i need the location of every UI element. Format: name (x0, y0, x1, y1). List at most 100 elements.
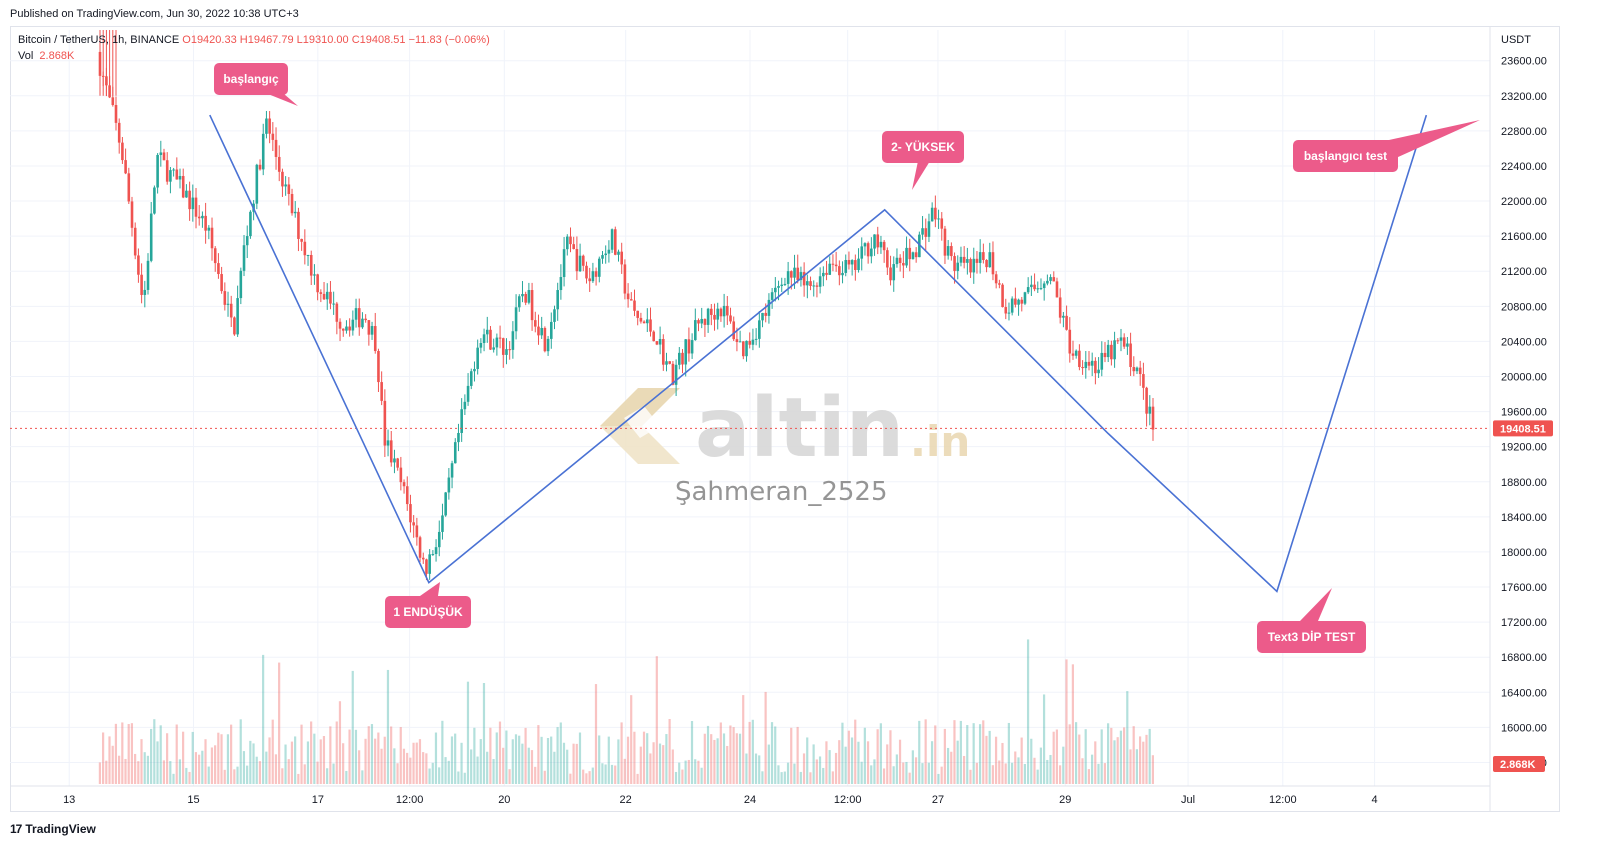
candle-body (738, 341, 742, 343)
symbol-legend[interactable]: Bitcoin / TetherUS, 1h, BINANCE O19420.3… (18, 34, 490, 46)
volume-legend[interactable]: Vol 2.868K (18, 50, 74, 62)
callout-label: 1 ENDÜŞÜK (393, 604, 463, 619)
volume-bar (898, 739, 902, 784)
candle-body (261, 133, 265, 170)
candle-body (178, 176, 182, 180)
callout-pointer (1300, 588, 1332, 621)
candle-body (559, 277, 563, 291)
volume-bar (991, 765, 994, 784)
candle-body (354, 308, 358, 320)
candle-body (786, 271, 790, 284)
candle-body (124, 160, 127, 174)
candle-body (271, 133, 275, 140)
candle-body (623, 264, 627, 294)
y-tick-label: 21600.00 (1501, 231, 1547, 243)
candle-body (758, 320, 761, 339)
volume-bar (495, 732, 498, 784)
volume-bar (127, 724, 130, 784)
volume-bar (793, 763, 796, 784)
candlesticks (98, 30, 1155, 581)
volume-bar (370, 724, 374, 784)
volume-bar (1084, 729, 1087, 784)
volume-bar (242, 751, 246, 784)
volume-bar (172, 773, 175, 784)
candle-body (217, 263, 220, 275)
volume-bar (1119, 730, 1122, 784)
footer-brand[interactable]: 17 TradingView (10, 822, 96, 836)
callout-pointer (912, 161, 930, 190)
candle-body (873, 234, 876, 249)
y-tick-label: 17200.00 (1501, 617, 1547, 629)
volume-bar (521, 743, 524, 784)
candle-body (1023, 292, 1027, 304)
candle-body (434, 547, 438, 555)
candle-body (249, 211, 252, 237)
candle-body (652, 331, 656, 342)
candle-body (761, 312, 764, 321)
candle-body (796, 267, 800, 281)
volume-bar (297, 773, 300, 784)
y-tick-label: 18000.00 (1501, 547, 1547, 559)
candle-body (421, 557, 425, 560)
volume-bar (838, 740, 841, 784)
volume-bar (540, 736, 543, 784)
volume-bar (745, 753, 748, 784)
candle-body (802, 272, 806, 286)
candle-body (191, 197, 195, 210)
candle-body (585, 265, 588, 279)
callout-text3-dip-test[interactable]: Text3 DİP TEST (1257, 588, 1366, 653)
volume-bar (985, 735, 988, 784)
volume-bar (505, 730, 508, 784)
candle-body (908, 247, 912, 260)
volume-bar (950, 751, 953, 784)
volume-bar (825, 741, 828, 784)
candle-body (636, 310, 640, 318)
candle-body (1014, 298, 1017, 305)
callout-2-yuksek[interactable]: 2- YÜKSEK (882, 131, 964, 190)
callout-label: 2- YÜKSEK (891, 139, 955, 154)
volume-bar (614, 765, 617, 784)
volume-bar (854, 719, 857, 784)
candle-body (1007, 312, 1011, 314)
volume-bar (790, 727, 793, 784)
volume-bar (844, 746, 847, 784)
candle-body (982, 252, 985, 260)
candle-body (556, 290, 559, 310)
volume-bar (882, 768, 886, 784)
volume-bar (303, 764, 306, 784)
candle-body (521, 293, 524, 297)
volume-bar (367, 726, 370, 784)
candle-body (831, 263, 835, 265)
volume-bar (383, 736, 386, 784)
callout-1-endusuk[interactable]: 1 ENDÜŞÜK (385, 582, 471, 628)
candle-body (482, 334, 486, 344)
y-tick-label: 20400.00 (1501, 336, 1547, 348)
candle-body (524, 293, 527, 303)
candle-body (1068, 329, 1072, 354)
candle-body (790, 271, 793, 278)
volume-bar (287, 759, 290, 784)
candle-body (959, 256, 963, 263)
volume-bar (588, 771, 591, 784)
candle-body (655, 341, 659, 345)
callout-baslangic[interactable]: başlangıç (214, 63, 298, 106)
candle-body (543, 327, 547, 352)
candle-body (978, 252, 982, 263)
volume-bar (863, 727, 866, 784)
volume-bar (681, 769, 684, 784)
candle-body (1116, 340, 1120, 342)
volume-bar (562, 742, 566, 784)
callout-baslangici-test[interactable]: başlangıcı test (1293, 120, 1480, 172)
volume-bar (578, 732, 582, 784)
volume-bar (1023, 763, 1026, 784)
volume-bar (998, 760, 1001, 784)
candle-body (415, 525, 419, 538)
volume-bar (198, 754, 201, 784)
symbol-name: Bitcoin / TetherUS, 1h, BINANCE (18, 34, 180, 46)
volume-bar (114, 723, 118, 784)
volume-bar (818, 756, 822, 784)
candle-body (793, 267, 796, 278)
volume-bar (684, 760, 687, 784)
volume-bar (774, 726, 777, 784)
